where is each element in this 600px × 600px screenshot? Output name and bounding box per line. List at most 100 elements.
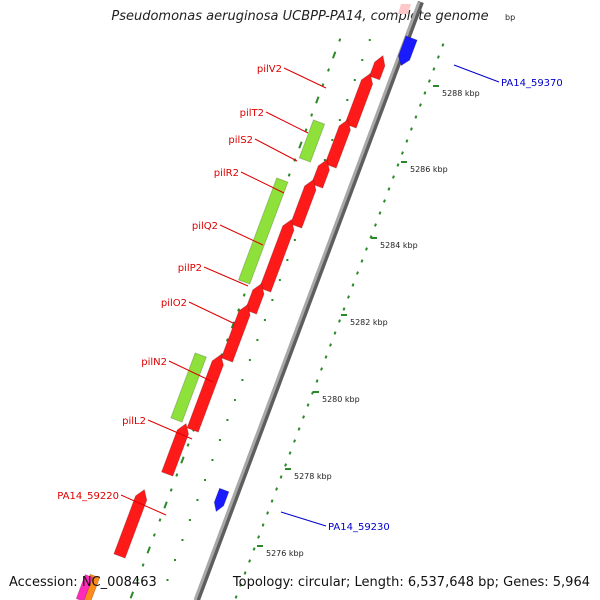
track-dot: [360, 259, 364, 263]
gc-content-track: [129, 38, 342, 599]
track-dot: [365, 247, 368, 251]
label-leader-line: [147, 419, 193, 440]
track-dot: [333, 331, 337, 335]
track-dot: [409, 127, 413, 131]
track-dot: [293, 439, 297, 443]
track-dot: [271, 299, 274, 301]
gene-arrow: [324, 118, 351, 169]
gene-arrow: [237, 177, 289, 285]
label-leader-line: [240, 171, 285, 194]
position-dots-track: [166, 39, 445, 599]
label-leader-line: [283, 67, 327, 89]
track-dot: [286, 259, 289, 261]
track-dot: [270, 499, 274, 503]
track-dot: [346, 99, 349, 101]
track-dot: [356, 271, 359, 275]
kbp-tick-label: 5284 kbp: [380, 241, 418, 250]
label-leader-line: [120, 494, 167, 516]
gc-dash: [310, 113, 314, 117]
track-dot: [243, 571, 247, 575]
track-dot: [368, 39, 371, 41]
label-leader-line: [254, 138, 298, 162]
track-dot: [218, 439, 221, 441]
gene-label: pilO2: [161, 298, 187, 309]
gc-dash: [331, 51, 337, 59]
track-dot: [196, 499, 199, 501]
gc-dash: [146, 546, 151, 554]
label-leader-line: [265, 111, 309, 134]
gc-dash: [327, 68, 330, 72]
label-leader-line: [203, 266, 249, 287]
gc-dash: [180, 456, 185, 464]
gc-dash: [129, 591, 135, 599]
gene-label: pilV2: [257, 64, 282, 75]
gc-dash: [220, 353, 224, 357]
track-dot: [166, 579, 169, 581]
track-dot: [338, 319, 341, 323]
track-dot: [382, 199, 386, 203]
accession-text: Accession: NC_008463: [9, 575, 157, 590]
track-dot: [311, 391, 315, 395]
track-dot: [427, 79, 431, 83]
track-dot: [278, 279, 281, 281]
gene-arrow: [220, 303, 251, 363]
track-dot: [297, 427, 301, 431]
gc-dash: [163, 501, 168, 509]
track-dot: [338, 119, 341, 121]
track-dot: [256, 339, 259, 341]
gene-label: pilR2: [214, 168, 239, 179]
gene-arrow: [160, 422, 190, 477]
gene-label: pilP2: [178, 263, 202, 274]
track-dot: [173, 559, 176, 561]
kbp-tick-label: 5280 kbp: [322, 395, 360, 404]
track-dot: [374, 223, 377, 227]
track-dot: [432, 67, 436, 71]
gc-dash: [186, 443, 190, 447]
gene-arrow: [289, 178, 317, 229]
track-dot: [279, 475, 283, 479]
gene-label: PA14_59370: [501, 78, 563, 89]
track-dot: [414, 115, 418, 119]
gene-arrow: [298, 119, 326, 163]
track-dot: [241, 379, 244, 381]
track-dot: [306, 403, 310, 407]
track-dot: [263, 319, 266, 321]
kbp-tick-label: bp: [505, 13, 515, 22]
kbp-tick-label: 5278 kbp: [294, 472, 332, 481]
gene-label: PA14_59220: [57, 491, 119, 502]
track-dot: [369, 235, 373, 239]
track-dot: [387, 187, 391, 191]
gene-arrow: [75, 573, 94, 600]
gene-label: pilN2: [141, 357, 167, 368]
backbone-line: [193, 1, 421, 600]
track-dot: [320, 367, 323, 371]
label-leader-line: [280, 511, 327, 527]
track-dot: [275, 487, 279, 491]
track-dot: [436, 55, 440, 59]
kbp-tick-label: 5276 kbp: [266, 549, 304, 558]
track-dot: [203, 479, 206, 481]
kbp-ticks: 5288 kbp 5286 kbp 5284 kbp 5282 kbp 5280 kbp…: [257, 13, 515, 558]
label-leader-line: [168, 360, 214, 383]
track-dot: [288, 451, 292, 455]
track-dot: [441, 43, 445, 47]
track-dot: [211, 459, 214, 461]
gene-arrow: [213, 487, 230, 513]
gc-dash: [169, 488, 173, 492]
gc-dash: [298, 141, 303, 149]
track-dot: [234, 595, 238, 599]
track-dot: [302, 415, 306, 419]
gc-dash: [225, 338, 229, 342]
gene-arrow: [170, 352, 208, 423]
gene-track: [75, 4, 418, 600]
track-dot: [418, 103, 422, 107]
track-dot: [342, 307, 346, 311]
track-dot: [361, 59, 364, 61]
track-dot: [188, 519, 191, 521]
track-dot: [423, 91, 427, 95]
gc-dash: [230, 321, 236, 329]
gc-dash: [136, 578, 139, 582]
gc-dash: [338, 38, 342, 42]
